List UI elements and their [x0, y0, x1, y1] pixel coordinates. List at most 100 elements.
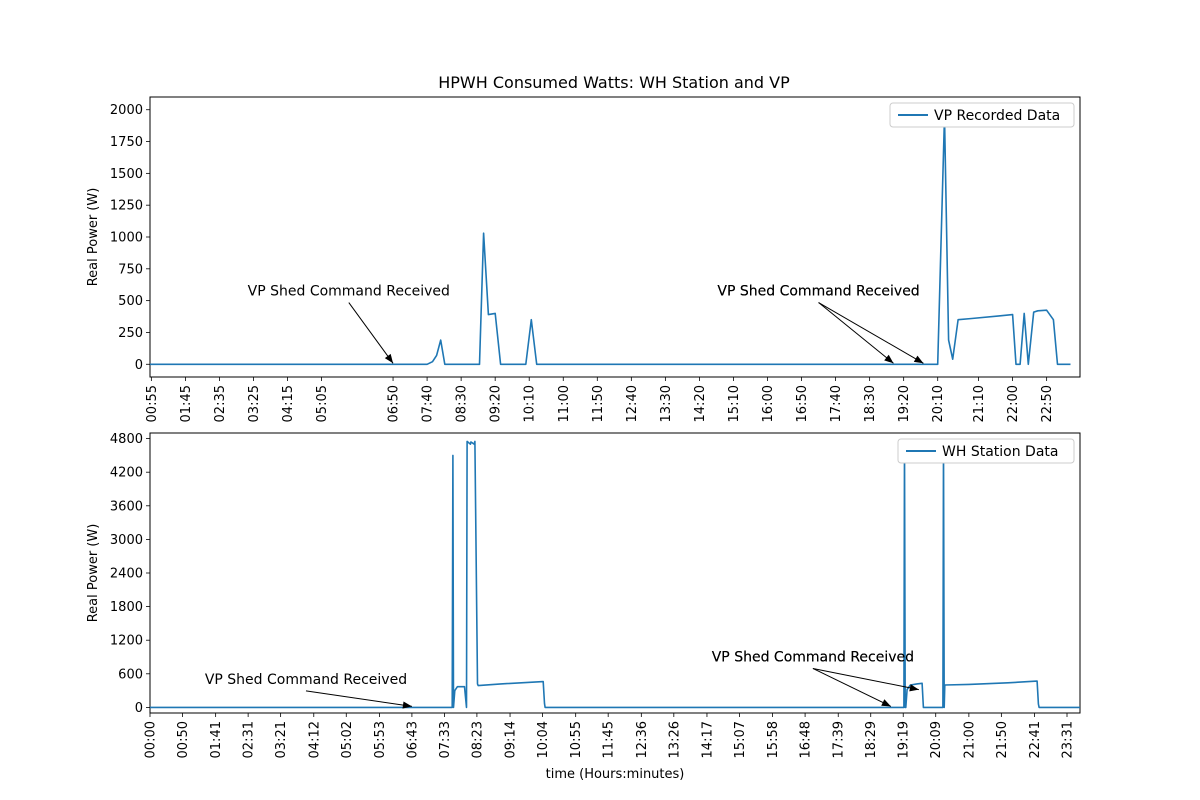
chart-0-x-tick-label: 12:40 [625, 385, 640, 422]
chart-1-series-line [150, 440, 1080, 709]
chart-1-x-tick-label: 02:31 [242, 721, 257, 758]
chart-0-x-tick-label: 07:40 [421, 385, 436, 422]
chart-0-x-tick-label: 15:10 [727, 385, 742, 422]
chart-1-annotation-arrowhead [402, 701, 412, 709]
chart-0-x-tick-label: 00:55 [145, 385, 160, 422]
chart-0-x-tick-label: 21:10 [972, 385, 987, 422]
chart-1-x-tick-label: 15:58 [766, 721, 781, 758]
chart-0-y-tick-label: 1000 [110, 231, 143, 246]
chart-0-x-tick-label: 11:00 [557, 385, 572, 422]
chart-0-y-tick-label: 0 [135, 358, 143, 373]
chart-1-y-tick-label: 4200 [110, 466, 143, 481]
chart-0-x-tick-label: 04:15 [281, 385, 296, 422]
chart-1-x-tick-label: 21:50 [995, 721, 1010, 758]
chart-1-annotation-text: VP Shed Command Received [205, 672, 407, 688]
chart-0-annotation-text: VP Shed Command Received [717, 284, 919, 300]
chart-0-x-tick-label: 17:40 [829, 385, 844, 422]
chart-1-x-tick-label: 07:33 [438, 721, 453, 758]
chart-1-legend-label: WH Station Data [942, 444, 1058, 460]
chart-1-y-tick-label: 1800 [110, 600, 143, 615]
chart-1-x-tick-label: 05:53 [373, 721, 388, 758]
chart-1-y-tick-label: 4800 [110, 432, 143, 447]
chart-0-x-tick-label: 22:50 [1040, 385, 1055, 422]
chart-0-y-tick-label: 1500 [110, 167, 143, 182]
chart-1-x-tick-label: 10:04 [536, 721, 551, 758]
chart-0-x-tick-label: 16:00 [761, 385, 776, 422]
chart-1-y-tick-label: 3600 [110, 499, 143, 514]
chart-0-x-tick-label: 16:50 [795, 385, 810, 422]
chart-1-annotation-text: VP Shed Command Received [712, 649, 914, 665]
chart-1-y-tick-label: 600 [118, 667, 143, 682]
chart-0-x-tick-label: 22:00 [1006, 385, 1021, 422]
chart-0-annotation-text: VP Shed Command Received [248, 284, 450, 300]
chart-1-x-tick-label: 08:23 [470, 721, 485, 758]
chart-0-y-tick-label: 1250 [110, 199, 143, 214]
chart-1-x-tick-label: 03:21 [274, 721, 289, 758]
chart-1-x-tick-label: 14:17 [700, 721, 715, 758]
chart-0-x-tick-label: 01:45 [179, 385, 194, 422]
chart-0-annotation-arrow [818, 302, 894, 364]
chart-0-x-tick-label: 18:30 [863, 385, 878, 422]
chart-0-x-tick-label: 03:25 [247, 385, 262, 422]
chart-1-x-tick-label: 17:39 [832, 721, 847, 758]
chart-1-annotation-arrowhead [909, 684, 919, 692]
chart-1-x-tick-label: 11:45 [602, 721, 617, 758]
chart-1-annotation-arrow [812, 668, 892, 707]
chart-0-x-tick-label: 19:20 [897, 385, 912, 422]
chart-1-x-tick-label: 00:00 [144, 721, 159, 758]
figure-title: HPWH Consumed Watts: WH Station and VP [438, 73, 790, 92]
chart-0-y-tick-label: 2000 [110, 103, 143, 118]
chart-0-x-tick-label: 20:10 [931, 385, 946, 422]
chart-1-y-tick-label: 3000 [110, 533, 143, 548]
chart-1-x-tick-label: 19:19 [897, 721, 912, 758]
chart-0-x-tick-label: 05:05 [315, 385, 330, 422]
chart-0-series-line [150, 115, 1071, 366]
chart-0-y-tick-label: 500 [118, 294, 143, 309]
chart-1-legend [897, 438, 1075, 464]
wh-station-chart: 0 600 1200 1800 2400 3000 3600 4200 4800 00:00 00:… [86, 432, 1081, 782]
chart-0-annotation-arrowhead [884, 354, 894, 364]
chart-0-y-tick-label: 1750 [110, 135, 143, 150]
chart-1-y-tick-label: 0 [135, 701, 143, 716]
chart-1-annotation-arrow [305, 690, 412, 707]
chart-1-annotation-arrow [812, 667, 919, 691]
chart-1-x-tick-label: 18:29 [864, 721, 879, 758]
chart-1-x-tick-label: 16:48 [799, 721, 814, 758]
chart-1-x-tick-label: 15:07 [733, 721, 748, 758]
chart-0-legend [889, 102, 1075, 128]
chart-0-x-tick-label: 02:35 [213, 385, 228, 422]
chart-1-y-tick-label: 2400 [110, 567, 143, 582]
chart-1-annotation-arrowhead [881, 699, 891, 707]
vp-recorded-chart: 0 250 500 750 1000 1250 1500 1750 2000 00:55 01:45… [86, 96, 1081, 422]
chart-1-x-tick-label: 06:43 [405, 721, 420, 758]
chart-0-legend-label: VP Recorded Data [934, 108, 1060, 124]
chart-0-annotation-arrow [818, 302, 924, 364]
chart-1-x-tick-label: 22:41 [1028, 721, 1043, 758]
chart-0-x-tick-label: 09:20 [489, 385, 504, 422]
chart-1-x-tick-label: 00:50 [176, 721, 191, 758]
chart-1-x-tick-label: 04:12 [307, 721, 322, 758]
chart-1-x-tick-label: 10:55 [569, 721, 584, 758]
chart-0-x-tick-label: 10:10 [523, 385, 538, 422]
chart-0-annotation-arrowhead [384, 353, 394, 364]
chart-0-x-tick-label: 08:30 [455, 385, 470, 422]
chart-1-x-tick-label: 01:41 [209, 721, 224, 758]
chart-0-annotation-arrowhead [913, 355, 924, 364]
chart-0-y-tick-label: 750 [118, 262, 143, 277]
chart-0-x-tick-label: 13:30 [659, 385, 674, 422]
chart-1-x-axis-label: time (Hours:minutes) [546, 767, 685, 782]
chart-1-x-tick-label: 05:02 [340, 721, 355, 758]
chart-1-x-tick-label: 12:36 [635, 721, 650, 758]
chart-1-x-tick-label: 13:26 [667, 721, 682, 758]
chart-0-y-axis-label: Real Power (W) [86, 188, 101, 287]
chart-0-x-tick-label: 11:50 [591, 385, 606, 422]
chart-1-x-tick-label: 21:00 [962, 721, 977, 758]
chart-1-x-tick-label: 20:09 [929, 721, 944, 758]
chart-0-x-tick-label: 14:20 [693, 385, 708, 422]
chart-1-y-axis-label: Real Power (W) [86, 524, 101, 623]
chart-0-annotation-text: VP Shed Command Received [717, 284, 919, 300]
chart-0-annotation-arrow [348, 302, 394, 364]
chart-1-x-tick-label: 23:31 [1061, 721, 1076, 758]
chart-0-x-tick-label: 06:50 [387, 385, 402, 422]
